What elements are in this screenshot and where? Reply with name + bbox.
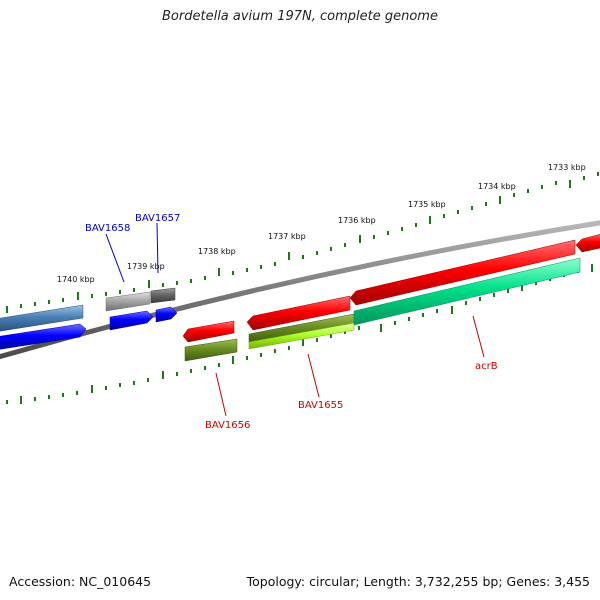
gene-arrow-dark-gray[interactable]	[150, 287, 176, 304]
tick-label: 1734 kbp	[478, 182, 516, 191]
tick-label: 1740 kbp	[57, 275, 95, 284]
scale-labels: 1740 kbp 1739 kbp 1738 kbp 1737 kbp 1736…	[57, 163, 586, 284]
tick-label: 1739 kbp	[127, 262, 165, 271]
leader-line-acrb	[472, 315, 485, 358]
gene-label-acrb[interactable]: acrB	[475, 361, 498, 372]
gene-arrow-olive[interactable]	[184, 338, 238, 362]
gene-arrow-steel[interactable]	[0, 304, 84, 332]
gene-arrow-bav1657[interactable]	[155, 306, 178, 323]
gene-arrow-bav1658[interactable]	[109, 310, 154, 331]
leader-line-bav1655	[307, 353, 320, 398]
gene-arrow-acrb[interactable]	[353, 257, 581, 326]
accession-text: Accession: NC_010645	[9, 574, 152, 589]
leader-line-bav1657	[156, 222, 159, 274]
gene-label-bav1655[interactable]: BAV1655	[298, 400, 343, 411]
gene-label-bav1657[interactable]: BAV1657	[135, 213, 180, 224]
map-title: Bordetella avium 197N, complete genome	[162, 9, 438, 24]
tick-label: 1737 kbp	[268, 232, 306, 241]
leader-line-bav1658	[105, 233, 125, 283]
gene-arrow-forward[interactable]	[246, 295, 351, 331]
outer-scale	[6, 172, 599, 313]
gene-arrow-forward[interactable]	[575, 233, 600, 253]
gene-arrow-reverse[interactable]	[0, 323, 87, 350]
gene-arrow-forward[interactable]	[349, 239, 576, 306]
leader-line-bav1656	[215, 372, 227, 417]
gene-arrow-bav1656[interactable]	[182, 320, 235, 343]
tick-label: 1736 kbp	[338, 216, 376, 225]
tick-label: 1738 kbp	[198, 247, 236, 256]
gene-arrow-bav1655-lime[interactable]	[248, 322, 355, 350]
tick-label: 1733 kbp	[548, 163, 586, 172]
gene-label-bav1656[interactable]: BAV1656	[205, 420, 250, 431]
gene-arrow-gray[interactable]	[105, 291, 151, 312]
genome-summary-text: Topology: circular; Length: 3,732,255 bp…	[246, 574, 590, 589]
tick-label: 1735 kbp	[408, 200, 446, 209]
gene-label-bav1658[interactable]: BAV1658	[85, 223, 130, 234]
